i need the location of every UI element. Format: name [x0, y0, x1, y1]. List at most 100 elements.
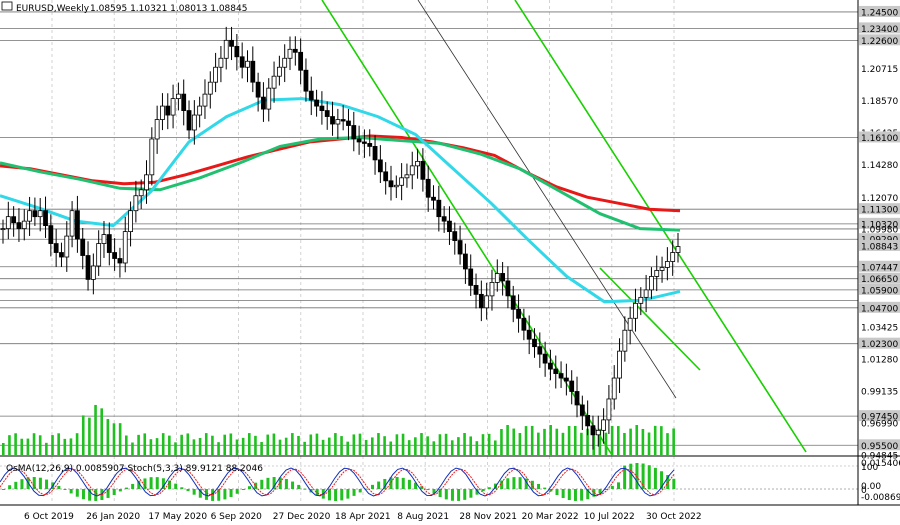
candle-body: [393, 184, 399, 188]
candle-body: [415, 160, 420, 167]
candle-body: [197, 105, 203, 116]
candle-body: [11, 216, 17, 224]
candle-body: [165, 105, 171, 116]
candle-body: [207, 81, 213, 95]
volume-bar: [100, 408, 103, 455]
osma-bar: [610, 485, 614, 489]
candle-body: [128, 210, 133, 233]
volume-bar: [494, 440, 497, 455]
osma-bar: [438, 489, 442, 497]
volume-bar: [211, 435, 214, 455]
volume-bar: [291, 433, 294, 455]
candle-body: [48, 225, 54, 244]
candle-body: [21, 220, 27, 230]
candle-body: [367, 143, 373, 147]
support-resistance-lines: [0, 11, 858, 446]
volume-bar: [407, 440, 411, 455]
volume-bar: [88, 417, 91, 455]
candle-body: [548, 362, 553, 370]
volume-bar: [137, 434, 140, 455]
y-tick-label: 0.96990: [861, 420, 898, 430]
price-tag-bg: [859, 439, 900, 451]
osma-bar: [469, 489, 473, 498]
volume-bar: [26, 438, 30, 455]
osma-bar: [371, 484, 374, 489]
candle-body: [611, 377, 617, 400]
volume-bar: [629, 428, 632, 455]
price-tag-bg: [859, 233, 900, 245]
candle-body: [383, 171, 389, 182]
candle-body: [590, 425, 596, 436]
price-tag-bg: [859, 203, 900, 215]
volume-bar: [666, 433, 669, 455]
x-tick-label: 10 Jul 2022: [584, 512, 635, 522]
y-tick-label: 1.18570: [861, 97, 898, 107]
y-tick-label: 1.03425: [861, 323, 898, 333]
osma-bar: [38, 477, 42, 489]
osma-bar: [266, 477, 270, 489]
volume-bar: [334, 433, 337, 455]
volume-bar: [57, 433, 60, 455]
volume-bar: [118, 423, 122, 455]
x-tick-label: 18 Apr 2021: [335, 512, 391, 522]
candle-body: [250, 60, 256, 83]
candle-body: [436, 199, 442, 218]
osma-bar: [383, 478, 387, 489]
candle-body: [144, 174, 149, 191]
osma-bar: [647, 465, 651, 489]
price-tag-bg: [859, 239, 900, 251]
y-tick-label: 0.95500: [861, 442, 898, 452]
osma-bar: [143, 478, 147, 489]
candle-body: [90, 265, 96, 280]
osma-bar: [217, 489, 221, 501]
osma-bar: [155, 477, 159, 489]
osma-bar: [666, 475, 670, 489]
volume-bar: [229, 433, 233, 455]
volume-bar: [475, 441, 479, 455]
candle-body: [542, 353, 548, 364]
osma-bar: [20, 479, 24, 489]
volume-bar: [20, 438, 24, 455]
osma-bar: [407, 479, 411, 489]
osma-bar: [180, 487, 184, 489]
osma-bar: [291, 481, 295, 489]
volume-bar: [192, 439, 196, 455]
candle-body: [303, 69, 309, 92]
volume-bar: [125, 435, 128, 455]
candle-body: [154, 119, 160, 140]
oscillator-panel: [0, 463, 858, 501]
candle-body: [319, 105, 325, 111]
osma-bar: [598, 489, 602, 494]
osma-bar: [223, 489, 227, 500]
volume-bar: [506, 425, 509, 455]
candle-body: [500, 273, 506, 282]
volume-bar: [321, 439, 325, 455]
x-tick-label: 26 Jan 2020: [86, 512, 140, 522]
candle-body: [563, 377, 569, 382]
osma-bar: [635, 463, 639, 489]
osma-bar: [75, 489, 79, 497]
osma-bar: [106, 489, 110, 498]
osma-bar: [432, 489, 436, 494]
osma-bar: [63, 489, 67, 490]
osc-tick-label: -0.008692: [861, 493, 900, 503]
volume-bar: [204, 433, 208, 455]
osma-bar: [358, 489, 362, 493]
osma-bar: [149, 477, 153, 489]
volume-bar: [235, 439, 239, 455]
osma-bar: [272, 477, 276, 489]
price-tag-bg: [859, 5, 900, 17]
volume-bar: [635, 425, 639, 455]
volume-bar: [617, 426, 620, 455]
osma-bar: [580, 489, 584, 501]
candle-body: [330, 116, 335, 125]
osma-bar: [248, 486, 251, 489]
candle-body: [622, 329, 628, 352]
volume-bar: [155, 438, 159, 455]
volume-bar: [543, 428, 546, 455]
symbol-label: EURUSD,Weekly: [16, 4, 90, 14]
osma-bar: [340, 489, 344, 501]
osma-bar: [623, 465, 627, 489]
volume-bar: [426, 436, 429, 455]
candle-body: [64, 235, 70, 258]
